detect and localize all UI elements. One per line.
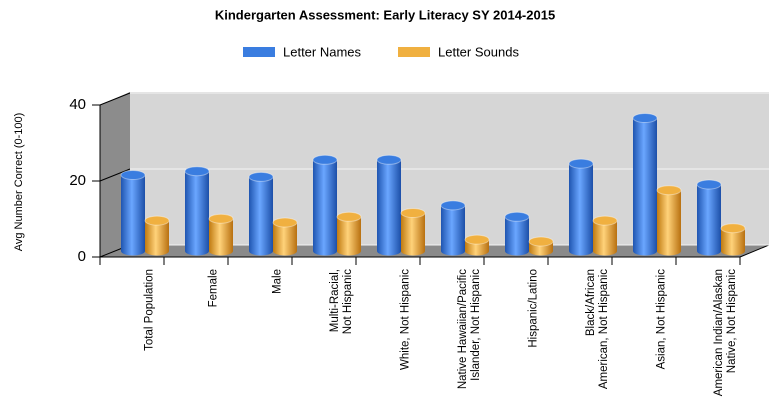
bar — [273, 222, 297, 251]
bar — [529, 241, 553, 251]
bar — [697, 184, 721, 251]
grid-line — [99, 92, 131, 106]
floor-edge — [739, 244, 769, 258]
bar — [633, 118, 657, 251]
bar — [505, 216, 529, 251]
bar — [337, 216, 361, 251]
bar — [401, 213, 425, 251]
bar-top — [120, 170, 146, 180]
bar — [145, 220, 169, 251]
bar-top — [144, 215, 170, 226]
bar — [185, 171, 209, 251]
bar-top — [696, 179, 722, 190]
legend-swatch — [398, 47, 430, 57]
x-tick-label: Total Population — [143, 269, 156, 351]
bar — [593, 220, 617, 251]
bar — [465, 239, 489, 251]
x-tick-label: Multi-Racial, Not Hispanic — [329, 269, 354, 335]
bar — [121, 175, 145, 251]
legend-label: Letter Sounds — [438, 44, 519, 59]
bar-top — [248, 171, 274, 182]
bar-top — [376, 154, 402, 165]
bar-top — [336, 211, 362, 222]
bar-top — [184, 166, 210, 177]
x-tick-label: Male — [271, 269, 284, 294]
legend-label: Letter Names — [283, 44, 362, 59]
x-tick-label: White, Not Hispanic — [399, 269, 412, 370]
bar — [721, 228, 745, 251]
bar-top — [400, 208, 426, 218]
x-tick-label: Black/African American, Not Hispanic — [585, 269, 610, 390]
bar-top — [656, 185, 682, 196]
x-tick-label: Native Hawaiian/Pacific Islander, Not Hi… — [457, 269, 482, 390]
bar — [209, 218, 233, 251]
chart-title: Kindergarten Assessment: Early Literacy … — [215, 7, 555, 22]
bar — [313, 159, 337, 251]
bar — [569, 163, 593, 251]
y-tick-label: 40 — [69, 96, 86, 113]
bar-top — [720, 223, 746, 234]
x-tick-label: Asian, Not Hispanic — [655, 269, 668, 370]
bar-top — [440, 200, 466, 211]
bar — [249, 176, 273, 251]
bar — [657, 190, 681, 251]
bar-top — [464, 234, 490, 245]
bar-top — [592, 215, 618, 226]
grid-line — [99, 168, 131, 182]
bar-top — [208, 213, 234, 224]
y-axis-label: Avg Number Correct (0-100) — [13, 113, 25, 252]
x-tick-label: Hispanic/Latino — [527, 269, 540, 348]
bar — [377, 159, 401, 251]
bar-top — [528, 236, 554, 247]
y-tick-label: 20 — [69, 172, 86, 189]
y-tick-label: 0 — [78, 248, 86, 265]
x-tick-label: Female — [207, 269, 220, 308]
bar-top — [272, 217, 298, 228]
bar-top — [504, 211, 530, 222]
bar-top — [568, 158, 594, 169]
legend-swatch — [243, 47, 275, 57]
bar — [441, 205, 465, 251]
x-tick-label: American Indian/Alaskan Native, Not Hisp… — [713, 269, 738, 397]
bar-top — [632, 113, 658, 123]
bar-top — [312, 154, 338, 165]
